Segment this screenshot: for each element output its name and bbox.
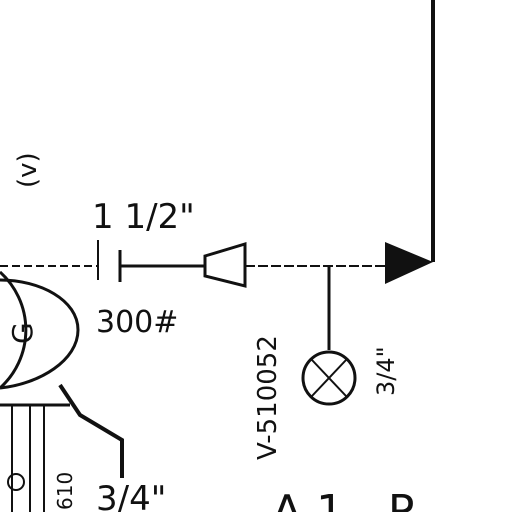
label-left-tag: 610 (53, 472, 77, 510)
label-flange-rating: 300# (96, 305, 178, 340)
diagonal-pipe (58, 383, 124, 478)
flow-arrow (385, 242, 433, 284)
label-left-size: 3/4" (96, 479, 166, 512)
label-pipe-size: 1 1/2" (92, 197, 195, 237)
pump-body-arc (0, 278, 80, 390)
pump-circle-label: G (6, 322, 39, 344)
label-circle-v: (v) (13, 152, 43, 188)
label-bottom-text: A 1 - P (272, 486, 414, 512)
reducer-symbol (203, 241, 247, 288)
small-instrument-circle (7, 473, 25, 491)
pump-circle (0, 270, 28, 390)
label-vent-size: 3/4" (372, 346, 400, 396)
label-valve-tag: V-510052 (253, 335, 283, 460)
valve-x-line-2 (311, 359, 347, 397)
valve-circle (301, 350, 357, 406)
